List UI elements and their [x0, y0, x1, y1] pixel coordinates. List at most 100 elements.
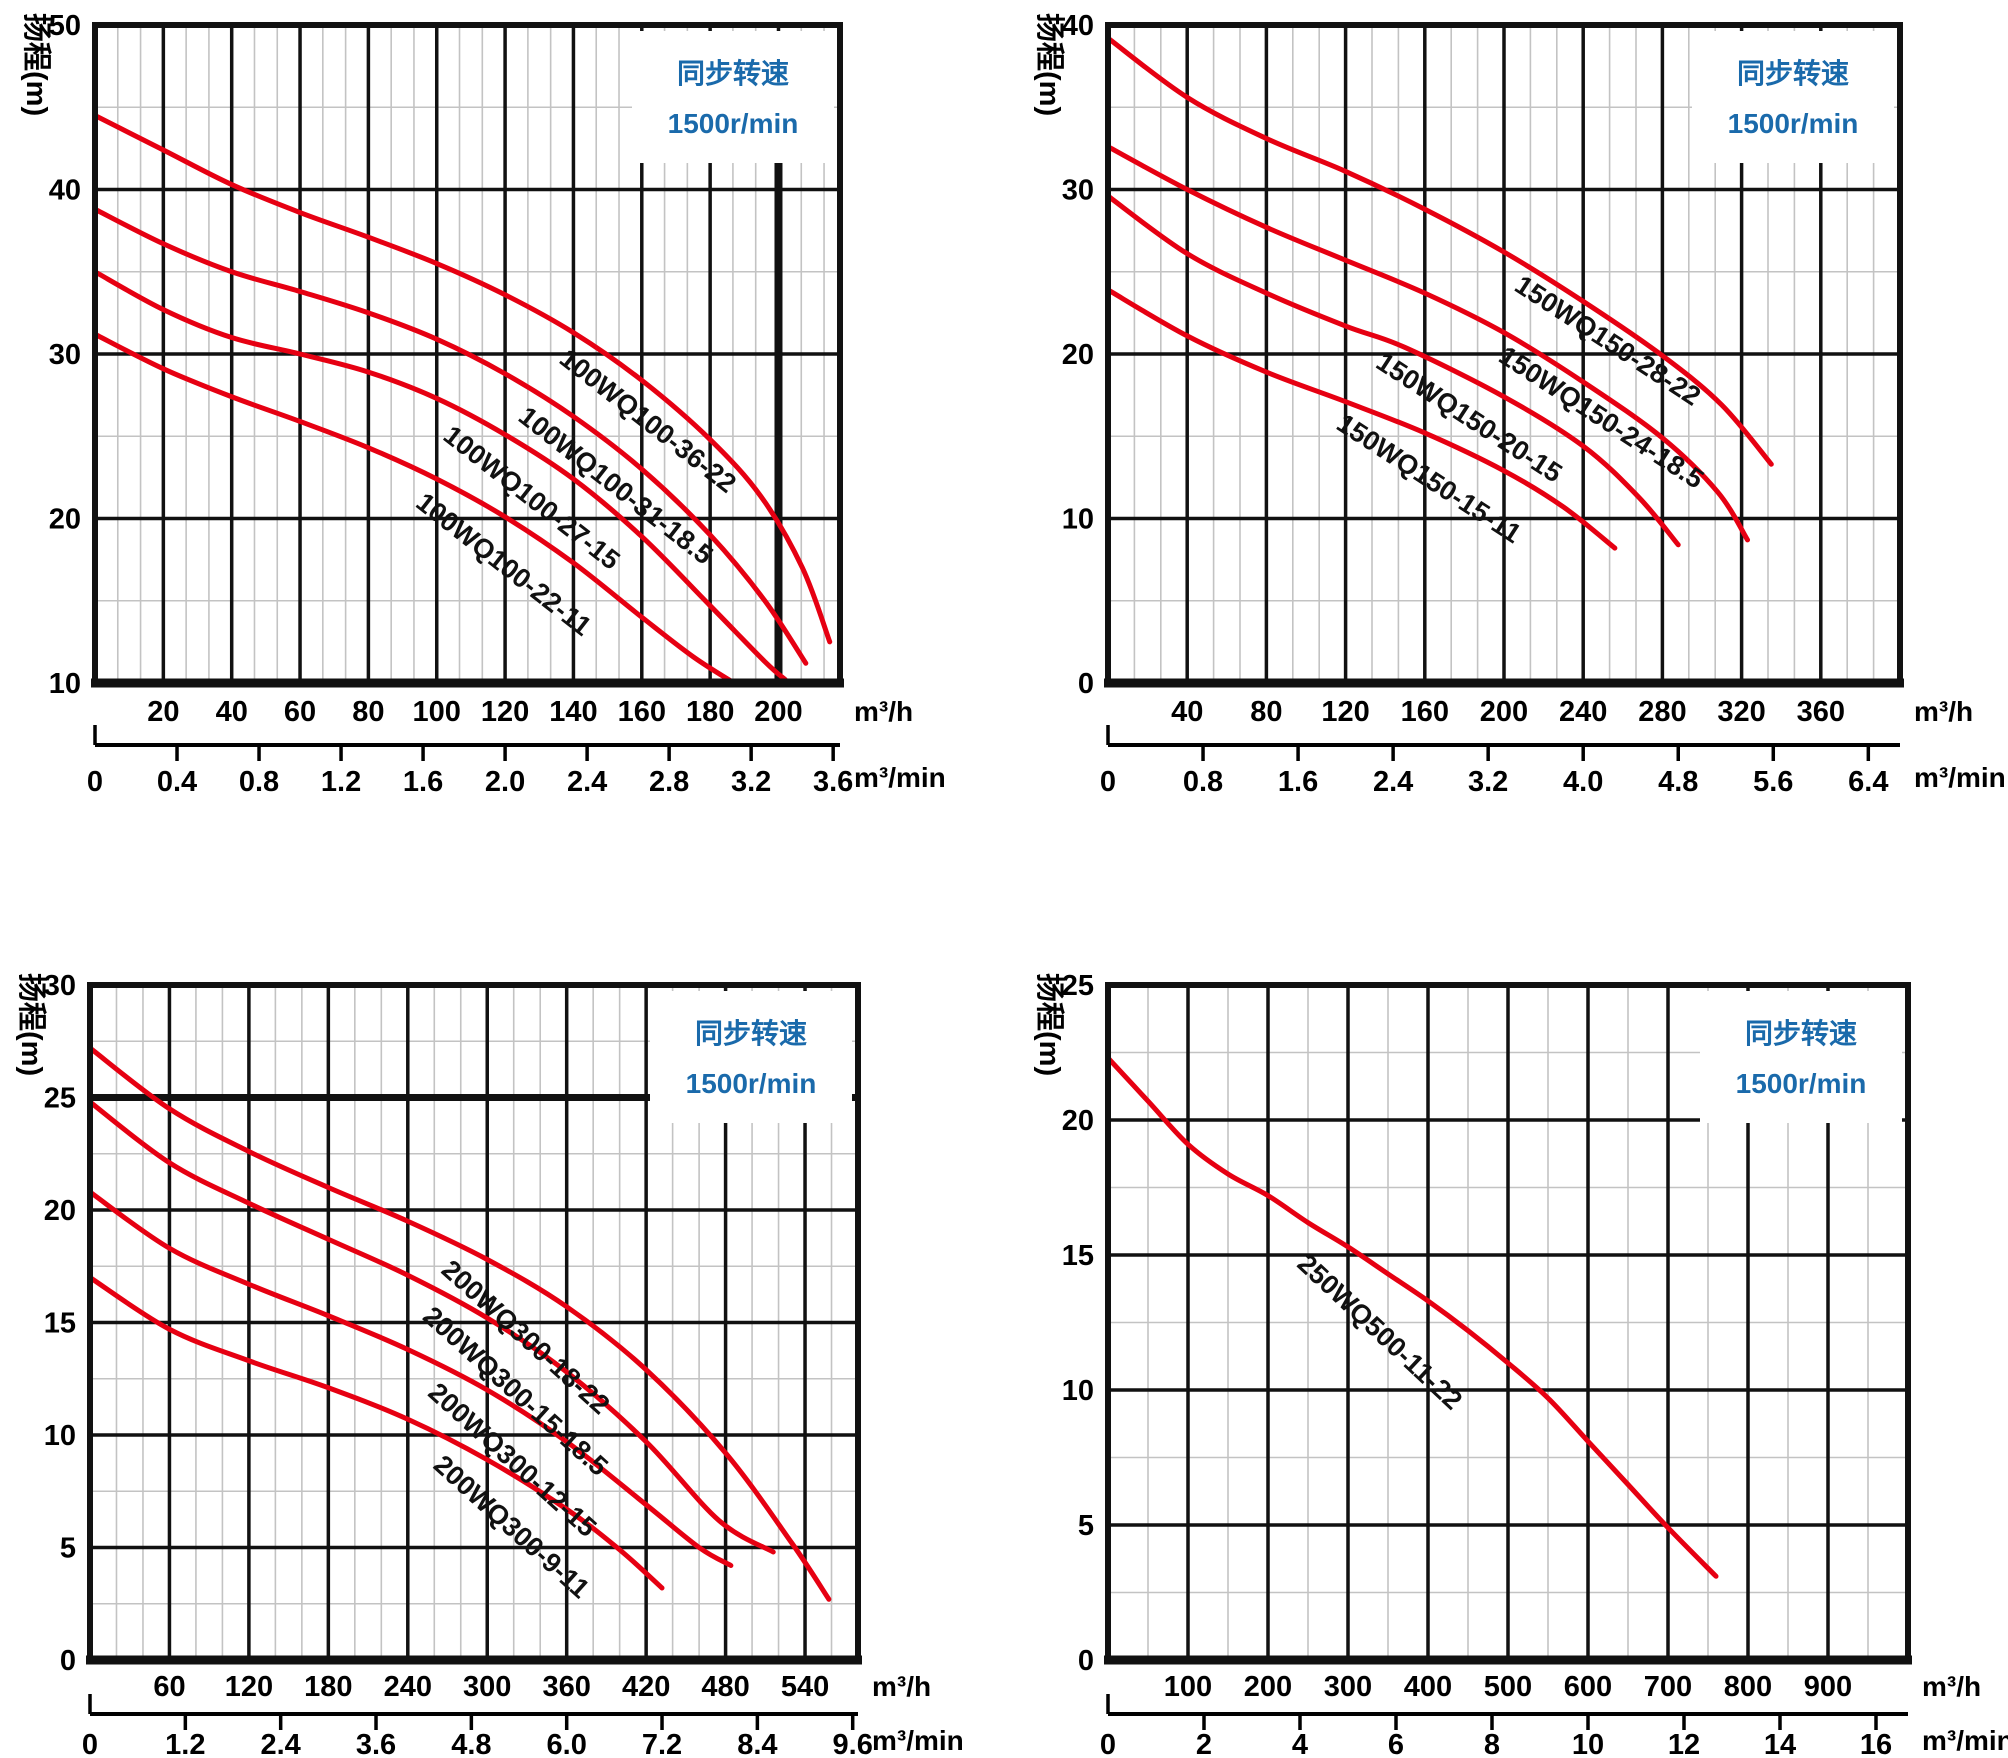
chart-1: 同步转速1500r/min100WQ100-36-22100WQ100-31-1… [20, 10, 946, 798]
y-tick-label: 25 [44, 1083, 76, 1115]
curve-200WQ300-12-15 [87, 1189, 734, 1568]
chart-4: 同步转速1500r/min250WQ500-11-220510152025扬程(… [1033, 970, 2008, 1758]
curve-200WQ300-15-18.5 [87, 1099, 776, 1555]
x2-tick-label: 1.6 [1278, 766, 1318, 798]
x2-tick-label: 3.2 [1468, 766, 1508, 798]
x2-tick-label: 2.4 [1373, 766, 1413, 798]
sync-speed-label: 同步转速 [1737, 58, 1849, 89]
plot-border [91, 22, 844, 688]
x-unit-primary: m³/h [1922, 1671, 1981, 1702]
y-tick-label: 15 [44, 1308, 76, 1340]
x-tick-label: 120 [1321, 696, 1369, 728]
x2-tick-label: 0 [1100, 766, 1116, 798]
sync-speed-label: 同步转速 [695, 1018, 807, 1049]
x-tick-label: 100 [413, 696, 461, 728]
x2-tick-label: 4 [1292, 1729, 1308, 1758]
x-tick-label: 200 [754, 696, 802, 728]
secondary-scale: 0 2 4 6 8 10 12 14 16 m³/min [1100, 1694, 2008, 1758]
x-tick-label: 80 [352, 696, 384, 728]
x-unit-secondary: m³/min [1922, 1725, 2008, 1756]
y-tick-label: 15 [1062, 1240, 1094, 1272]
x2-tick-label: 2.4 [567, 766, 607, 798]
x-tick-label: 60 [284, 696, 316, 728]
x2-tick-label: 4.8 [1658, 766, 1698, 798]
sync-speed-box: 同步转速 1500r/min [1692, 31, 1894, 163]
x-tick-label: 200 [1244, 1671, 1292, 1703]
x-unit-primary: m³/h [1914, 696, 1973, 727]
y-tick-label: 20 [1062, 1105, 1094, 1137]
x2-tick-label: 3.6 [356, 1729, 396, 1758]
curve-200WQ300-18-22 [87, 1045, 832, 1602]
x2-tick-label: 4.0 [1563, 766, 1603, 798]
chart-3: 同步转速1500r/min200WQ300-18-22200WQ300-15-1… [15, 970, 964, 1758]
x2-tick-label: 1.2 [165, 1729, 205, 1758]
secondary-scale: 0 0.4 0.8 1.2 1.6 2.0 2.4 2.8 3.2 3.6 m³/min [87, 725, 946, 798]
y-tick-label: 0 [1078, 1645, 1094, 1677]
x-tick-label: 280 [1638, 696, 1686, 728]
x2-tick-label: 1.2 [321, 766, 361, 798]
x-tick-label: 400 [1404, 1671, 1452, 1703]
x2-tick-label: 6.0 [547, 1729, 587, 1758]
y-tick-label: 10 [1062, 1375, 1094, 1407]
x-tick-label: 500 [1484, 1671, 1532, 1703]
x-unit-primary: m³/h [872, 1671, 931, 1702]
y-tick-label: 5 [1078, 1510, 1094, 1542]
x2-tick-label: 2.8 [649, 766, 689, 798]
y-tick-label: 20 [1062, 339, 1094, 371]
y-axis-title: 扬程(m) [15, 973, 48, 1076]
y-tick-label: 10 [1062, 504, 1094, 536]
x2-tick-label: 7.2 [642, 1729, 682, 1758]
x2-tick-label: 0.8 [239, 766, 279, 798]
x-tick-label: 300 [1324, 1671, 1372, 1703]
x-tick-label: 80 [1250, 696, 1282, 728]
curve-250WQ500-11-22 [1105, 1055, 1719, 1579]
x2-tick-label: 14 [1764, 1729, 1796, 1758]
curves [1105, 1055, 1719, 1579]
x2-tick-label: 0 [82, 1729, 98, 1758]
y-tick-label: 20 [44, 1195, 76, 1227]
sync-speed-value: 1500r/min [668, 108, 799, 139]
sync-speed-label: 同步转速 [1745, 1018, 1857, 1049]
curves [1105, 35, 1774, 551]
x-tick-label: 420 [622, 1671, 670, 1703]
plot-border [1104, 22, 1904, 688]
sync-speed-value: 1500r/min [686, 1068, 817, 1099]
x2-tick-label: 3.6 [813, 766, 853, 798]
x2-tick-label: 2.4 [261, 1729, 301, 1758]
x-unit-secondary: m³/min [1914, 762, 2006, 793]
plot-border [86, 982, 862, 1665]
x-unit-secondary: m³/min [872, 1725, 964, 1756]
x2-tick-label: 10 [1572, 1729, 1604, 1758]
x2-tick-label: 0 [87, 766, 103, 798]
sync-speed-value: 1500r/min [1736, 1068, 1867, 1099]
x2-tick-label: 2.0 [485, 766, 525, 798]
sync-speed-value: 1500r/min [1728, 108, 1859, 139]
curve-100WQ100-27-15 [92, 269, 788, 683]
x-tick-label: 360 [1797, 696, 1845, 728]
x-tick-label: 600 [1564, 1671, 1612, 1703]
x2-tick-label: 5.6 [1753, 766, 1793, 798]
secondary-scale: 0 0.8 1.6 2.4 3.2 4.0 4.8 5.6 6.4 m³/min [1100, 725, 2006, 798]
x2-tick-label: 0 [1100, 1729, 1116, 1758]
x-tick-label: 140 [549, 696, 597, 728]
sync-speed-box: 同步转速 1500r/min [1700, 991, 1902, 1123]
y-axis-title: 扬程(m) [1033, 973, 1066, 1076]
x-tick-label: 800 [1724, 1671, 1772, 1703]
curve-100WQ100-31-18.5 [92, 206, 809, 666]
x-unit-primary: m³/h [854, 696, 913, 727]
grid-major [1108, 25, 1900, 683]
x2-tick-label: 8 [1484, 1729, 1500, 1758]
x-tick-label: 120 [481, 696, 529, 728]
y-tick-label: 10 [49, 668, 81, 700]
x-tick-label: 360 [542, 1671, 590, 1703]
y-tick-label: 30 [49, 339, 81, 371]
y-tick-label: 0 [60, 1645, 76, 1677]
curve-150WQ150-15-11 [1105, 287, 1618, 551]
x-tick-label: 480 [701, 1671, 749, 1703]
x-unit-secondary: m³/min [854, 762, 946, 793]
curves [87, 1045, 832, 1602]
x2-tick-label: 4.8 [451, 1729, 491, 1758]
y-tick-label: 40 [1062, 10, 1094, 42]
x2-tick-label: 1.6 [403, 766, 443, 798]
